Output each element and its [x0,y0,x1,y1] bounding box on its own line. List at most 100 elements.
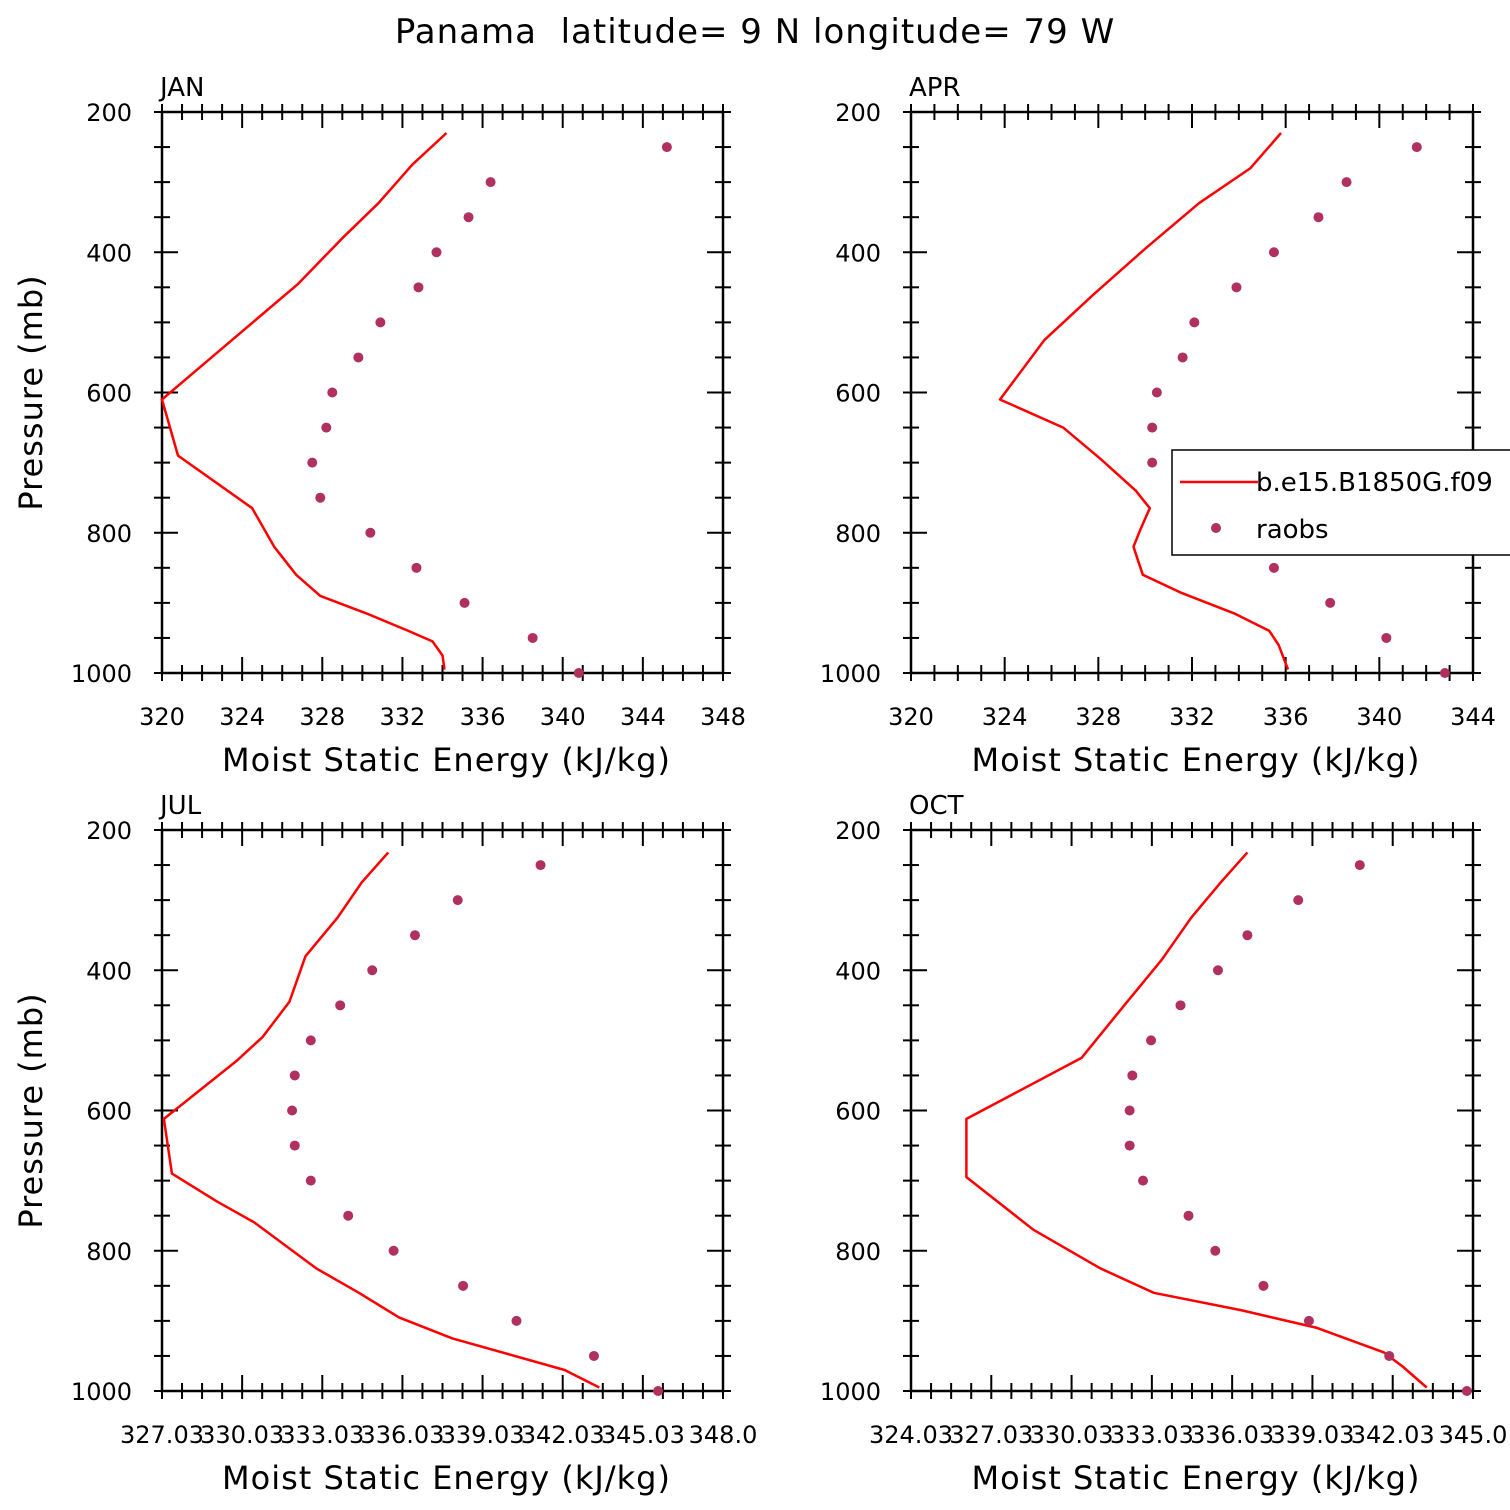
panel-oct: OCT 200 400 600 800 1000 324.03327.03330.03333… [820,791,1507,1497]
y-tick-label: 600 [86,380,132,408]
model-series-line [965,851,1428,1389]
figure-title: Panama latitude= 9 N longitude= 79 W [394,12,1116,52]
x-tick-label: 324 [982,703,1028,731]
x-axis-title: Moist Static Energy (kJ/kg) [972,1459,1421,1497]
raobs-point [289,1070,300,1081]
x-tick-label: 345.0 [1439,1421,1508,1449]
raobs-point [459,597,470,608]
raobs-point [367,965,378,976]
panel-label: JAN [158,73,204,103]
y-tick-label: 400 [86,239,132,267]
y-tick-label: 800 [835,520,881,548]
panel-label: OCT [909,791,964,821]
raobs-point [1151,387,1162,398]
raobs-point [452,895,463,906]
legend-box [1171,449,1510,556]
raobs-point [411,562,422,573]
raobs-point [1124,1105,1135,1116]
raobs-point [1354,860,1365,871]
plot-frame [160,828,725,1393]
plot-frame [909,110,1475,675]
x-tick-label: 342.03 [521,1421,605,1449]
raobs-point [365,527,376,538]
raobs-point [463,212,474,223]
raobs-point [1439,668,1450,678]
raobs-point [1341,177,1352,188]
x-tick-label: 345.03 [601,1421,685,1449]
y-tick-label: 800 [835,1238,881,1266]
raobs-point [305,1175,316,1186]
raobs-point [409,930,420,941]
x-tick-label: 348 [700,703,746,731]
y-tick-label: 200 [835,817,881,845]
y-tick-label: 600 [835,380,881,408]
model-series-line [998,132,1290,670]
raobs-point [287,1105,298,1116]
raobs-point [1258,1280,1269,1291]
y-tick-label: 200 [86,817,132,845]
raobs-point [343,1210,354,1221]
raobs-point [1242,930,1253,941]
raobs-point [1325,597,1336,608]
raobs-point [1212,965,1223,976]
x-tick-label: 332 [380,703,426,731]
raobs-point [1189,317,1200,328]
x-tick-label: 328 [299,703,345,731]
raobs-point [1268,562,1279,573]
x-tick-label: 324.03 [869,1421,953,1449]
x-tick-label: 348.0 [689,1421,758,1449]
x-tick-label: 344 [620,703,666,731]
x-tick-label: 327.03 [120,1421,204,1449]
raobs-point [527,632,538,643]
y-tick-label: 1000 [71,660,132,688]
x-tick-label: 327.03 [949,1421,1033,1449]
raobs-point [388,1245,399,1256]
y-axis-title: Pressure (mb) [12,274,50,510]
raobs-point [1210,1245,1221,1256]
raobs-point [327,387,338,398]
panel-label: APR [909,73,961,103]
x-tick-label: 342.03 [1351,1421,1435,1449]
y-tick-label: 400 [835,957,881,985]
raobs-point [1177,352,1188,363]
y-tick-label: 600 [86,1098,132,1126]
x-tick-label: 336 [460,703,506,731]
model-series-line [160,132,448,670]
legend-dot-swatch [1211,523,1221,533]
raobs-point [321,422,332,433]
raobs-point [1147,422,1158,433]
x-tick-label: 336.03 [1190,1421,1274,1449]
y-tick-label: 400 [86,957,132,985]
model-series-line [162,851,600,1389]
raobs-point [1138,1175,1149,1186]
y-tick-label: 600 [835,1098,881,1126]
raobs-point [511,1315,522,1326]
raobs-point [661,142,672,153]
raobs-point [307,457,318,468]
raobs-point [1461,1386,1472,1396]
raobs-point [653,1386,664,1396]
y-tick-label: 800 [86,1238,132,1266]
raobs-point [1411,142,1422,153]
x-tick-label: 324 [219,703,265,731]
y-tick-label: 1000 [71,1378,132,1406]
x-tick-label: 339.03 [1270,1421,1354,1449]
raobs-point [1147,457,1158,468]
raobs-point [458,1280,469,1291]
raobs-point [485,177,496,188]
x-tick-label: 320 [888,703,934,731]
y-axis-title: Pressure (mb) [12,992,50,1228]
plot-frame [160,110,725,675]
raobs-point [1381,632,1392,643]
y-tick-label: 400 [835,239,881,267]
x-axis-title: Moist Static Energy (kJ/kg) [222,741,671,779]
x-tick-label: 330.03 [200,1421,284,1449]
x-tick-label: 320 [139,703,185,731]
raobs-point [573,668,584,678]
raobs-point [1183,1210,1194,1221]
raobs-point [1146,1035,1157,1046]
raobs-point [1293,895,1304,906]
raobs-point [1124,1140,1135,1151]
